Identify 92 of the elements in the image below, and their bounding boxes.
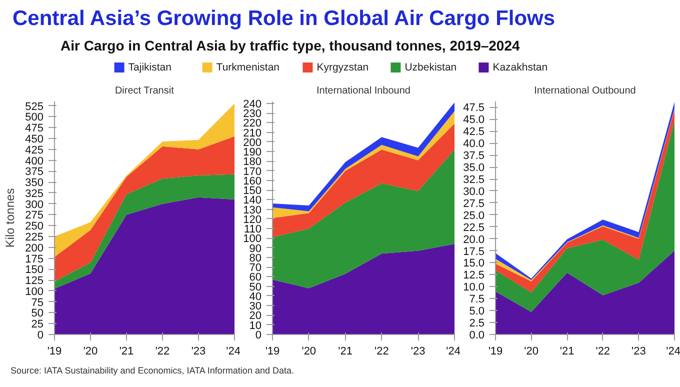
y-tick-label: 200 bbox=[25, 242, 44, 254]
y-tick-label: 2.5 bbox=[469, 318, 485, 330]
y-tick-label: 40.0 bbox=[463, 138, 485, 150]
x-tick-label: '20 bbox=[83, 346, 98, 358]
legend-label: Tajikistan bbox=[128, 62, 172, 74]
y-tick-label: 0 bbox=[37, 330, 44, 342]
text: Air Cargo in Central Asia by traffic type, thousand tonnes, 2019–2024 bbox=[60, 38, 520, 54]
y-tick-label: 17.5 bbox=[463, 246, 485, 258]
x-tick-label: '19 bbox=[265, 346, 280, 358]
y-tick-label: 100 bbox=[243, 233, 262, 246]
y-tick-label: 210 bbox=[243, 127, 262, 140]
y-tick-label: 22.5 bbox=[463, 222, 485, 234]
y-tick-label: 15.0 bbox=[463, 258, 485, 270]
y-tick-label: 47.5 bbox=[463, 102, 485, 114]
y-tick-label: 400 bbox=[25, 155, 44, 168]
y-tick-label: 300 bbox=[25, 198, 44, 211]
text: Central Asia’s Growing Role in Global Air Cargo Flows bbox=[12, 7, 556, 30]
x-tick-label: '21 bbox=[119, 346, 134, 358]
y-tick-label: 180 bbox=[243, 156, 262, 168]
y-tick-label: 25 bbox=[31, 318, 44, 331]
x-tick-label: '24 bbox=[666, 346, 680, 358]
x-tick-label: '21 bbox=[560, 346, 574, 358]
x-tick-label: '24 bbox=[446, 346, 461, 358]
x-tick-label: '19 bbox=[488, 346, 503, 358]
y-tick-label: 10.0 bbox=[463, 282, 485, 294]
legend-label: Uzbekistan bbox=[404, 62, 457, 74]
chart-title: International Outbound bbox=[534, 86, 636, 96]
chart-title: International Inbound bbox=[316, 86, 410, 96]
y-tick-label: 50 bbox=[249, 281, 262, 294]
y-tick-label: 30.0 bbox=[463, 186, 485, 198]
y-tick-label: 50 bbox=[31, 308, 44, 320]
y-tick-label: 325 bbox=[25, 188, 44, 200]
y-tick-label: 425 bbox=[25, 144, 44, 156]
y-tick-label: 45.0 bbox=[463, 114, 485, 126]
y-tick-label: 120 bbox=[243, 214, 262, 226]
x-tick-label: '23 bbox=[410, 346, 426, 358]
legend-label: Turkmenistan bbox=[216, 62, 280, 74]
source-note: Source: IATA Sustainability and Economics, IATA Information and Data. bbox=[10, 366, 294, 376]
y-tick-label: 175 bbox=[25, 253, 44, 266]
y-axis-title: Kilo tonnes bbox=[3, 188, 18, 248]
y-tick-label: 140 bbox=[243, 194, 262, 207]
y-tick-label: 200 bbox=[243, 136, 262, 149]
y-tick-label: 32.5 bbox=[463, 174, 485, 186]
y-tick-label: 40 bbox=[249, 290, 262, 303]
y-tick-label: 150 bbox=[25, 264, 44, 276]
y-tick-label: 100 bbox=[25, 286, 44, 298]
x-tick-label: '22 bbox=[155, 346, 170, 358]
y-tick-label: 10 bbox=[249, 320, 262, 332]
y-tick-label: 475 bbox=[25, 122, 44, 135]
chart-title: Direct Transit bbox=[114, 86, 174, 96]
x-tick-label: '23 bbox=[191, 346, 206, 358]
y-tick-label: 525 bbox=[25, 100, 44, 113]
y-tick-label: 80 bbox=[249, 252, 262, 264]
y-tick-label: 35.0 bbox=[463, 162, 485, 174]
y-tick-label: 250 bbox=[25, 220, 44, 233]
legend-label: Kyrgyzstan bbox=[316, 62, 369, 74]
y-tick-label: 70 bbox=[249, 262, 262, 274]
y-tick-label: 225 bbox=[25, 232, 44, 244]
y-tick-label: 5.0 bbox=[469, 306, 485, 318]
y-tick-label: 27.5 bbox=[463, 198, 485, 210]
y-tick-label: 37.5 bbox=[463, 150, 485, 162]
y-tick-label: 75 bbox=[31, 296, 44, 309]
x-tick-label: '21 bbox=[338, 346, 352, 358]
y-tick-label: 375 bbox=[25, 166, 44, 178]
y-tick-label: 160 bbox=[243, 175, 262, 188]
y-tick-label: 350 bbox=[25, 177, 44, 190]
y-tick-label: 220 bbox=[243, 118, 262, 130]
x-tick-label: '20 bbox=[302, 346, 316, 358]
y-tick-label: 20 bbox=[249, 310, 262, 322]
x-tick-label: '20 bbox=[524, 346, 538, 358]
y-tick-label: 130 bbox=[243, 204, 262, 216]
y-tick-label: 170 bbox=[243, 166, 262, 178]
y-tick-label: 500 bbox=[25, 112, 44, 124]
y-tick-label: 275 bbox=[25, 210, 44, 222]
y-tick-label: 125 bbox=[25, 275, 44, 288]
y-tick-label: 0.0 bbox=[469, 330, 485, 342]
x-tick-label: '19 bbox=[47, 346, 62, 358]
y-tick-label: 7.5 bbox=[469, 294, 485, 306]
y-tick-label: 20.0 bbox=[463, 234, 485, 246]
y-tick-label: 240 bbox=[243, 98, 262, 110]
y-tick-label: 25.0 bbox=[463, 210, 485, 222]
y-tick-label: 60 bbox=[249, 272, 262, 284]
y-tick-label: 0 bbox=[255, 330, 262, 342]
x-tick-label: '22 bbox=[596, 346, 610, 358]
y-tick-label: 90 bbox=[249, 242, 262, 255]
x-tick-label: '22 bbox=[374, 346, 389, 358]
y-tick-label: 450 bbox=[25, 134, 44, 146]
x-tick-label: '24 bbox=[226, 346, 241, 358]
legend-label: Kazakhstan bbox=[492, 62, 548, 74]
y-tick-label: 42.5 bbox=[463, 126, 485, 138]
x-tick-label: '23 bbox=[632, 346, 646, 358]
y-tick-label: 12.5 bbox=[463, 270, 485, 282]
